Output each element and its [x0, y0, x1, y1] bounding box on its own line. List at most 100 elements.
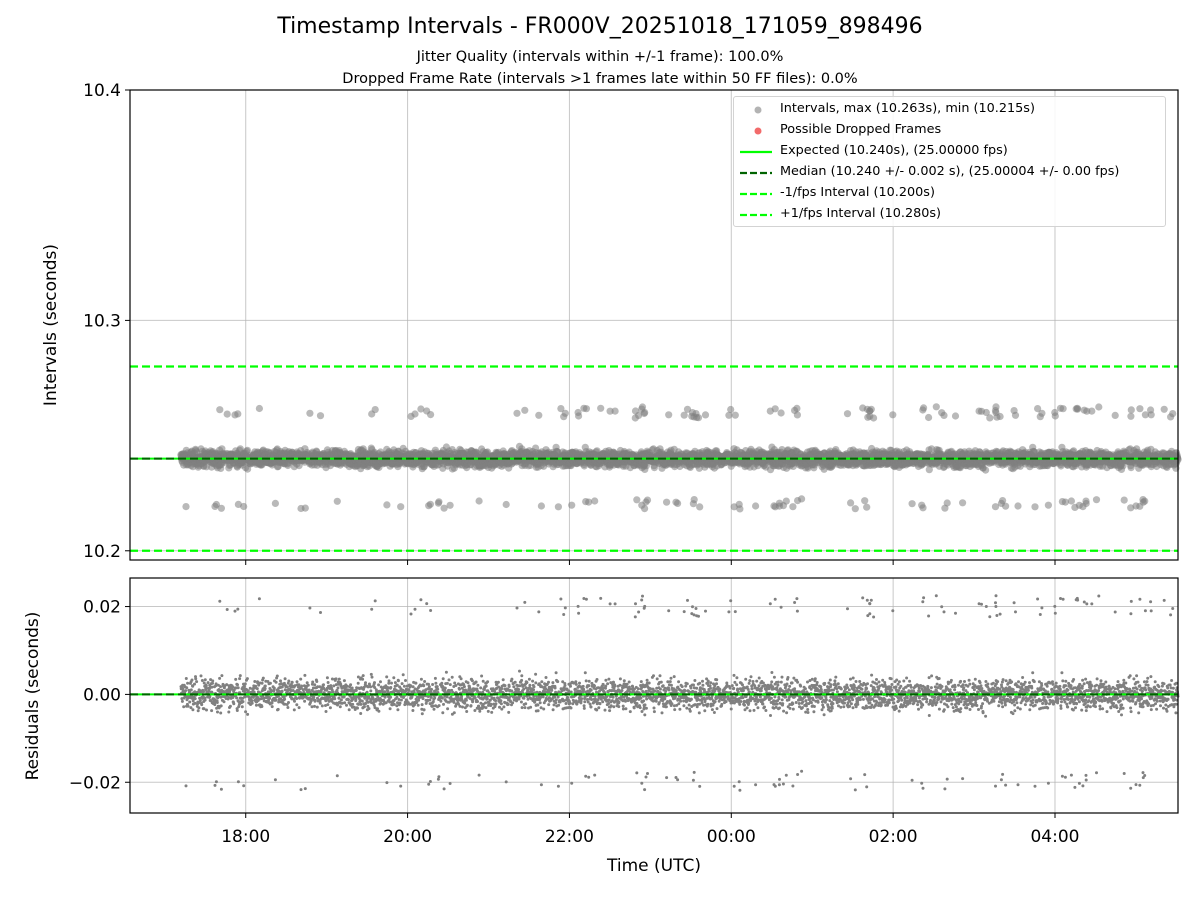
residual-point: [220, 674, 224, 678]
residual-point: [236, 686, 240, 690]
residual-point: [210, 685, 214, 689]
residual-point: [190, 678, 194, 682]
interval-point: [568, 501, 576, 509]
interval-point: [736, 505, 744, 513]
residual-point: [227, 710, 231, 714]
interval-point: [255, 404, 263, 413]
residual-point: [200, 679, 204, 682]
residual-point: [293, 699, 296, 703]
interval-point: [951, 412, 960, 420]
residual-point: [186, 681, 190, 685]
interval-point: [417, 405, 425, 413]
top-x-ticks: [245, 560, 1056, 565]
interval-point: [597, 404, 605, 412]
interval-point: [992, 408, 1000, 417]
interval-point: [1059, 405, 1067, 413]
residual-point: [218, 599, 222, 603]
residual-point: [200, 703, 204, 707]
bottom-residual-points: [179, 594, 1180, 792]
interval-point: [859, 404, 867, 412]
interval-point: [1127, 406, 1135, 414]
interval-point: [521, 406, 529, 414]
residual-point: [238, 677, 242, 681]
residual-point: [184, 677, 188, 680]
interval-point: [775, 499, 784, 507]
interval-point: [426, 500, 434, 508]
top-y-ticks: 10.210.310.4: [83, 81, 130, 562]
residual-point: [299, 788, 303, 792]
interval-point: [1061, 498, 1069, 506]
residual-point: [236, 780, 240, 784]
interval-point: [638, 405, 646, 413]
interval-point: [731, 411, 739, 419]
residual-point: [219, 685, 222, 689]
residual-point: [186, 704, 190, 708]
interval-point: [999, 497, 1007, 505]
interval-point: [674, 499, 682, 507]
residual-point: [255, 687, 259, 691]
residual-point: [222, 700, 226, 704]
residual-point: [261, 676, 265, 680]
interval-point: [982, 466, 990, 474]
interval-point: [383, 501, 391, 509]
residual-point: [279, 679, 282, 683]
residual-point: [300, 684, 304, 688]
residual-point: [189, 688, 193, 692]
residual-point: [287, 679, 291, 683]
top-reference-lines: [130, 365, 1178, 552]
residual-point: [206, 681, 210, 685]
interval-point: [244, 465, 252, 473]
residual-point: [283, 677, 287, 681]
residual-point: [218, 676, 222, 680]
residual-point: [236, 683, 239, 687]
residual-point: [204, 684, 208, 688]
interval-point: [925, 413, 933, 422]
interval-point: [1147, 406, 1155, 414]
interval-point: [688, 409, 697, 417]
interval-point: [513, 409, 521, 417]
interval-point: [1127, 412, 1135, 420]
interval-point: [582, 405, 591, 413]
residual-point: [203, 678, 207, 682]
residual-point: [295, 680, 299, 684]
interval-point: [1111, 411, 1119, 419]
residual-point: [219, 704, 223, 708]
residual-point: [292, 708, 296, 712]
interval-point: [665, 411, 673, 419]
interval-point: [202, 463, 211, 471]
residual-point: [295, 697, 299, 701]
interval-point: [696, 503, 704, 511]
interval-point: [371, 406, 379, 414]
interval-point: [591, 497, 599, 505]
interval-point: [938, 409, 946, 417]
interval-point: [427, 411, 435, 419]
interval-point: [863, 503, 871, 511]
interval-point: [446, 501, 454, 509]
interval-point: [502, 500, 510, 509]
residual-point: [244, 710, 248, 714]
interval-point: [959, 499, 967, 507]
residual-point: [245, 677, 249, 681]
interval-point: [663, 498, 671, 506]
interval-point: [1067, 497, 1075, 505]
interval-point: [1080, 406, 1088, 414]
interval-point: [234, 410, 242, 418]
interval-point: [585, 498, 593, 506]
residual-point: [184, 784, 188, 788]
interval-point: [537, 502, 546, 510]
interval-point: [782, 497, 790, 505]
interval-point: [1139, 496, 1147, 504]
interval-point: [975, 407, 983, 415]
interval-point: [843, 410, 852, 418]
interval-point: [633, 496, 641, 504]
residual-point: [241, 700, 245, 704]
interval-point: [223, 410, 231, 418]
interval-point: [301, 504, 309, 512]
interval-point: [1160, 405, 1168, 413]
interval-point: [701, 411, 710, 419]
residual-point: [185, 686, 189, 690]
interval-point: [411, 410, 419, 418]
residual-point: [228, 704, 232, 708]
interval-point: [1092, 496, 1101, 504]
residual-point: [299, 677, 303, 681]
